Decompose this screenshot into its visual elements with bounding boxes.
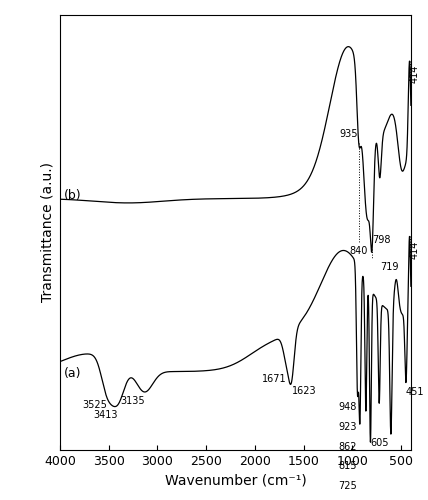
Text: 414: 414: [409, 240, 419, 259]
Text: (b): (b): [64, 189, 81, 202]
Text: 923: 923: [339, 422, 357, 432]
Text: 414: 414: [409, 65, 419, 84]
Text: 719: 719: [380, 262, 399, 272]
Text: 3525: 3525: [82, 400, 107, 409]
Text: 1671: 1671: [262, 374, 286, 384]
Text: 935: 935: [340, 129, 358, 139]
Y-axis label: Transmittance (a.u.): Transmittance (a.u.): [40, 162, 54, 302]
Text: 1623: 1623: [292, 386, 317, 396]
X-axis label: Wavenumber (cm⁻¹): Wavenumber (cm⁻¹): [164, 474, 306, 488]
Text: 725: 725: [338, 481, 357, 491]
Text: 605: 605: [370, 438, 389, 448]
Text: 862: 862: [339, 442, 357, 452]
Text: 798: 798: [372, 236, 391, 246]
Text: 451: 451: [405, 386, 424, 396]
Text: 3413: 3413: [93, 410, 118, 420]
Text: 948: 948: [339, 402, 357, 412]
Text: (a): (a): [64, 367, 81, 380]
Text: 840: 840: [349, 246, 368, 256]
Text: 3135: 3135: [120, 396, 145, 406]
Text: 815: 815: [339, 462, 357, 471]
